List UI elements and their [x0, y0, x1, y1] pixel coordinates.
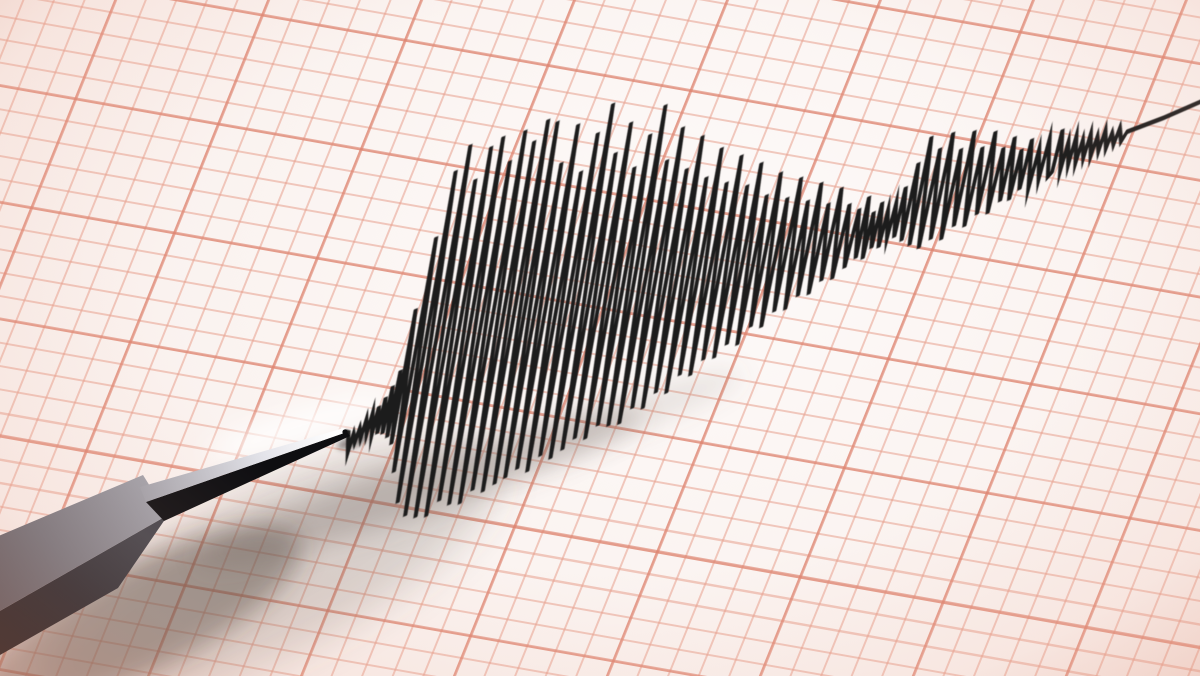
- stylus-body-front-face: [0, 515, 168, 655]
- seismic-waveform: [342, 98, 1200, 519]
- stylus-needle-arm: [140, 428, 347, 502]
- stylus-body-top-face: [0, 475, 168, 611]
- paper-glare: [207, 395, 389, 461]
- body-shadow: [0, 526, 302, 676]
- seismogram-trace: [342, 98, 1200, 519]
- stylus-needle-underside: [146, 432, 350, 521]
- stylus: [0, 428, 350, 655]
- stylus-pen-tip: [342, 429, 348, 435]
